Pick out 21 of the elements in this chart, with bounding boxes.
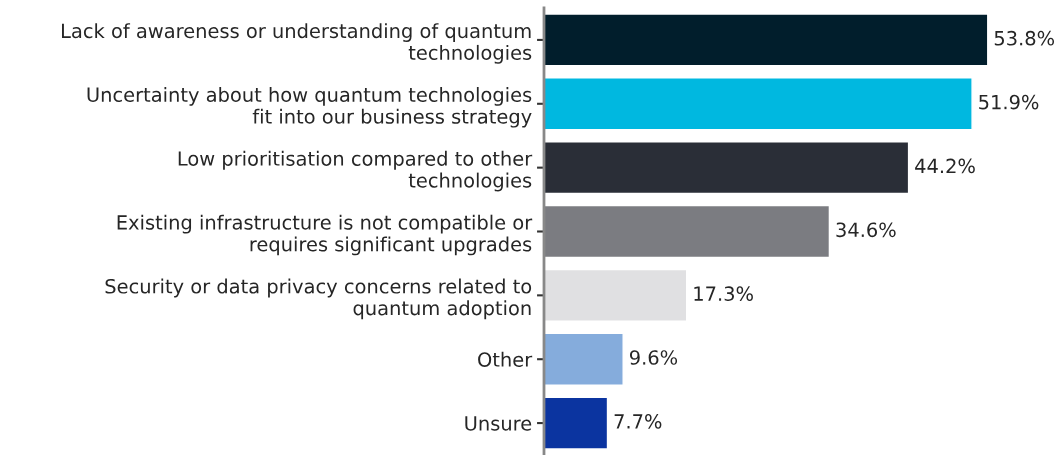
bar: [544, 396, 609, 450]
y-tick-label: Low prioritisation compared to other technologies: [178, 150, 533, 192]
data-label: 34.6%: [836, 222, 896, 238]
data-label: 51.9%: [979, 94, 1039, 110]
bar: [544, 13, 989, 67]
y-tick-label: Other: [478, 351, 533, 367]
y-tick-label: Lack of awareness or understanding of quantum technologies: [62, 23, 532, 64]
y-tick-label: Existing infrastructure is not compatible or requires significant upgrades: [117, 214, 533, 256]
data-label: 44.2%: [915, 158, 975, 174]
bar: [544, 77, 973, 131]
data-label: 53.8%: [994, 30, 1055, 46]
bar: [544, 141, 910, 195]
bar: [544, 332, 624, 386]
y-tick-label: Security or data privacy concerns related to quantum adoption: [105, 278, 532, 320]
bar: [544, 204, 831, 259]
data-label: 9.6%: [629, 350, 678, 365]
data-label: 17.3%: [694, 286, 753, 301]
y-tick-label: Uncertainty about how quantum technologies fit into our business strategy: [87, 86, 532, 128]
y-tick-label: Unsure: [465, 416, 532, 431]
data-label: 7.7%: [614, 414, 662, 429]
bar: [544, 268, 688, 322]
